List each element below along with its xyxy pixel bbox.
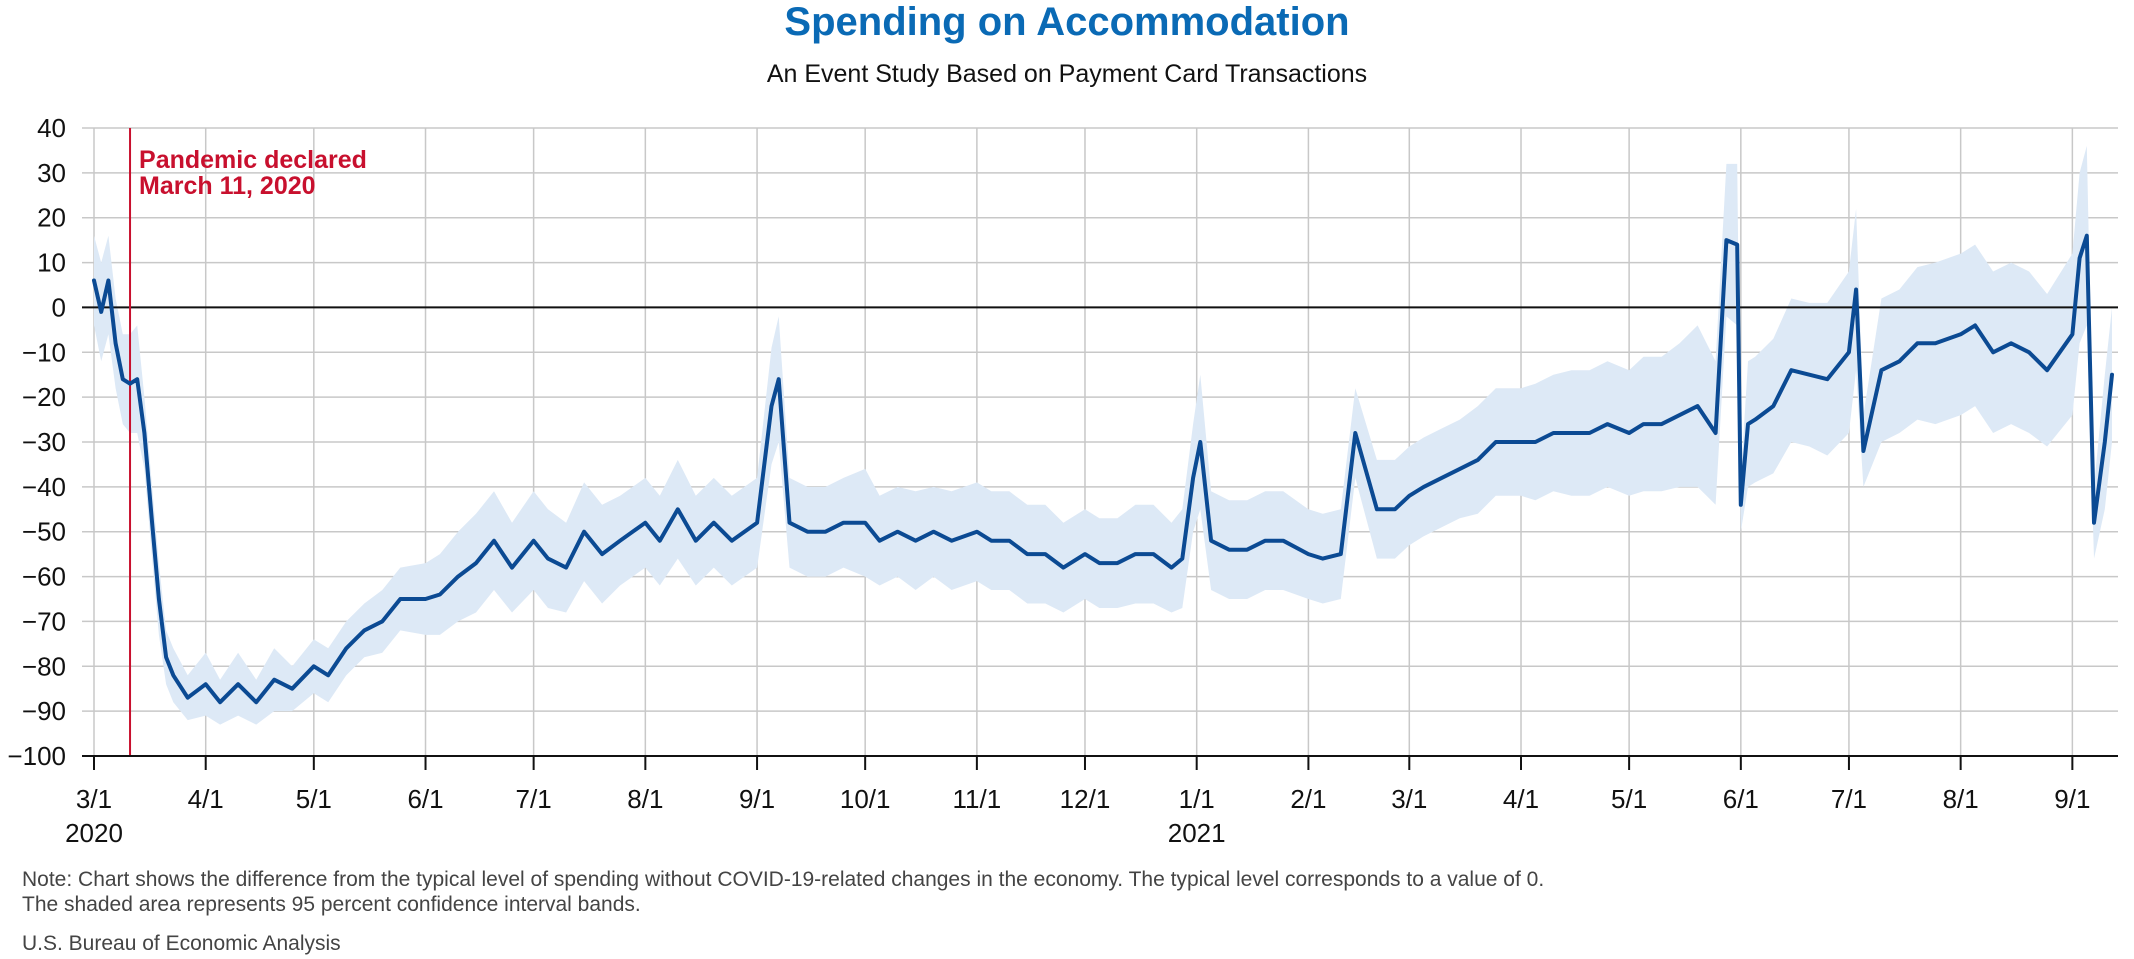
y-tick-label: −20 xyxy=(22,382,66,412)
y-tick-label: 10 xyxy=(37,248,66,278)
x-tick-label: 4/1 xyxy=(1503,784,1539,814)
x-tick-label: 9/1 xyxy=(2054,784,2090,814)
x-tick-label: 7/1 xyxy=(1831,784,1867,814)
y-tick-label: −10 xyxy=(22,337,66,367)
x-tick-label: 5/1 xyxy=(296,784,332,814)
pandemic-declared-label: Pandemic declared xyxy=(139,146,367,174)
x-tick-label: 3/1 xyxy=(1391,784,1427,814)
y-tick-label: 0 xyxy=(52,292,66,322)
series-line-layer xyxy=(92,233,2114,705)
confidence-interval-band xyxy=(94,145,2112,725)
x-tick-label: 11/1 xyxy=(953,784,1002,814)
x-tick-label: 5/1 xyxy=(1611,784,1647,814)
confidence-band-layer xyxy=(94,145,2112,725)
chart-source: U.S. Bureau of Economic Analysis xyxy=(22,932,341,955)
x-tick-label: 8/1 xyxy=(1943,784,1979,814)
x-tick-label: 6/1 xyxy=(407,784,443,814)
chart-title: Spending on Accommodation xyxy=(784,0,1350,44)
pandemic-declared-date-label: March 11, 2020 xyxy=(139,172,316,200)
y-tick-label: −50 xyxy=(22,517,66,547)
x-tick-label: 9/1 xyxy=(739,784,775,814)
x-tick-label: 2/1 xyxy=(1290,784,1326,814)
x-year-label: 2021 xyxy=(1168,818,1226,848)
spending-series-line xyxy=(92,233,2114,705)
y-tick-label: 40 xyxy=(37,113,66,143)
chart-subtitle: An Event Study Based on Payment Card Tra… xyxy=(766,60,1368,88)
x-tick-label: 10/1 xyxy=(840,784,891,814)
y-tick-label: −40 xyxy=(22,472,66,502)
y-tick-label: −80 xyxy=(22,651,66,681)
chart-note-line-2: The shaded area represents 95 percent co… xyxy=(22,893,641,916)
y-tick-label: −30 xyxy=(22,427,66,457)
chart-note-line-1: Note: Chart shows the difference from th… xyxy=(22,868,1545,891)
x-tick-label: 1/1 xyxy=(1179,784,1215,814)
x-tick-label: 3/1 xyxy=(76,784,112,814)
y-tick-label: 30 xyxy=(37,158,66,188)
y-tick-label: 20 xyxy=(37,203,66,233)
y-tick-label: −100 xyxy=(7,741,66,771)
y-tick-label: −90 xyxy=(22,696,66,726)
x-tick-label: 8/1 xyxy=(627,784,663,814)
y-axis: 40 30 20 10 0 −10 −20 −30 −40 −50 −60 −70 −80 −90 −100 xyxy=(7,113,66,771)
x-tick-label: 12/1 xyxy=(1060,784,1111,814)
x-tick-label: 7/1 xyxy=(516,784,552,814)
x-year-label: 2020 xyxy=(65,818,123,848)
x-tick-label: 6/1 xyxy=(1723,784,1759,814)
y-tick-label: −60 xyxy=(22,562,66,592)
x-axis: 3/1 2020 4/1 5/1 6/1 7/1 8/1 9/1 10/1 11/1 12/1 1/1… xyxy=(65,755,2118,848)
x-tick-label: 4/1 xyxy=(188,784,224,814)
y-tick-label: −70 xyxy=(22,606,66,636)
